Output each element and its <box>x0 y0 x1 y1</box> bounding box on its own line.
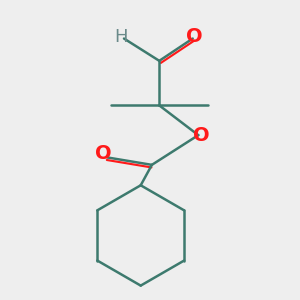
Text: H: H <box>114 28 128 46</box>
Text: O: O <box>94 144 111 163</box>
Text: O: O <box>186 27 203 46</box>
Text: O: O <box>193 126 210 145</box>
